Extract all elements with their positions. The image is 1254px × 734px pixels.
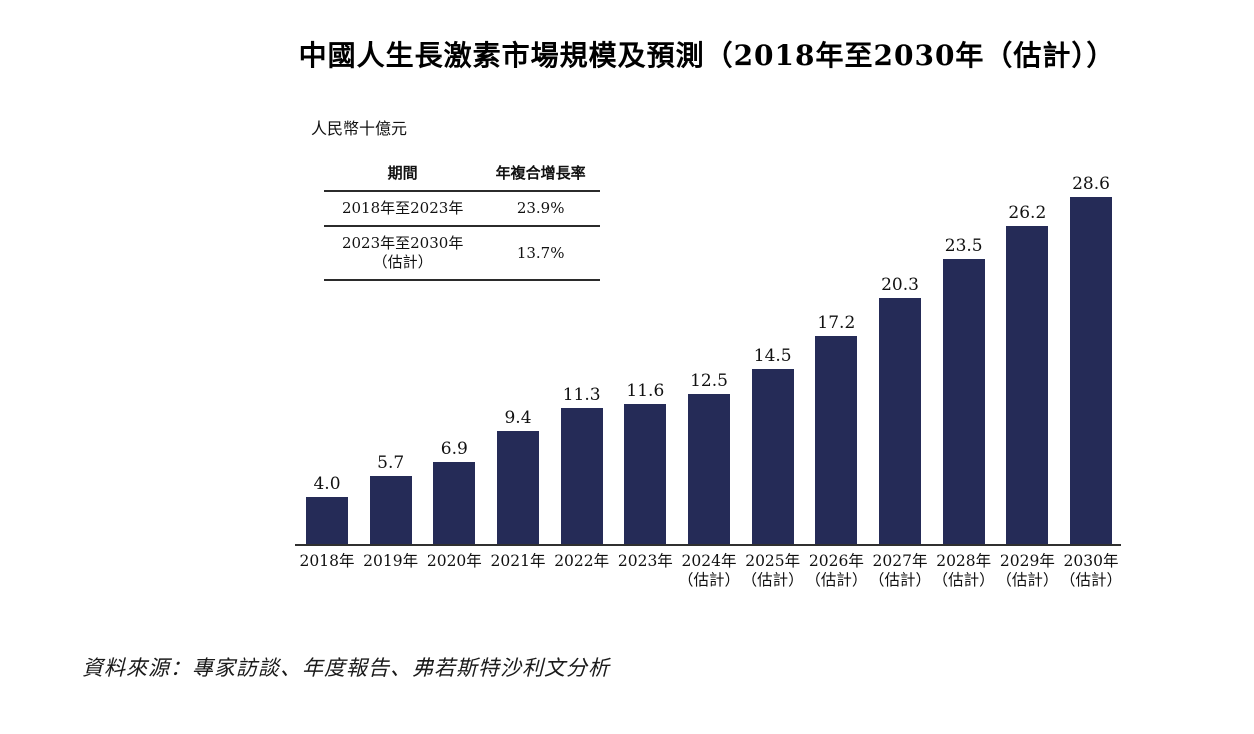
bar xyxy=(1006,226,1049,546)
bar xyxy=(369,476,412,546)
x-axis-tick-label: 2029年 （估計） xyxy=(996,552,1059,589)
cagr-period-cell: 2018年至2023年 xyxy=(341,199,464,217)
bar xyxy=(879,298,922,546)
bar-chart-plot-area: 4.0 5.7 6.9 9.4 11.3 11.6 12.5 14.5 17.2 20.3 23.5… xyxy=(295,174,1121,546)
bar-value-label: 28.6 xyxy=(1072,174,1110,195)
x-axis-tick-label: 2020年 xyxy=(426,552,482,570)
bar-value-label: 17.2 xyxy=(817,313,856,334)
cagr-header-period: 期間 xyxy=(387,164,418,182)
bar-value-label: 23.5 xyxy=(944,236,983,257)
bar-value-label: 26.2 xyxy=(1008,203,1047,224)
bar-value-label: 11.3 xyxy=(562,385,601,406)
cagr-header-rate: 年複合增長率 xyxy=(495,164,586,182)
x-axis-line xyxy=(295,544,1121,546)
bar-value-label: 20.3 xyxy=(881,275,919,296)
bar xyxy=(688,393,731,546)
x-axis-tick-label: 2026年 （估計） xyxy=(805,552,868,589)
cagr-table-rows: 2018年至2023年 23.9% 2023年至2030年 （估計） 13.7% xyxy=(324,190,600,281)
bar-value-label: 9.4 xyxy=(504,408,532,429)
cagr-rate-cell: 13.7% xyxy=(516,243,565,262)
bar-value-label: 6.9 xyxy=(440,438,468,459)
cagr-period-cell: 2023年至2030年 （估計） xyxy=(341,234,464,271)
x-axis-tick-label: 2030年 （估計） xyxy=(1060,552,1123,589)
x-axis-tick-label: 2022年 xyxy=(554,552,610,570)
bar-value-label: 11.6 xyxy=(626,381,665,402)
bar xyxy=(815,336,858,546)
cagr-table-row: 2023年至2030年 （估計） 13.7% xyxy=(324,225,600,279)
bar xyxy=(560,408,603,546)
bar-value-label: 14.5 xyxy=(753,346,792,367)
cagr-table-header: 期間 年複合增長率 xyxy=(324,156,600,190)
bar xyxy=(433,461,476,546)
bar xyxy=(942,259,985,546)
x-axis-tick-label: 2018年 xyxy=(299,552,355,570)
x-axis-tick-label: 2023年 xyxy=(617,552,673,570)
x-axis-tick-label: 2021年 xyxy=(490,552,546,570)
x-axis-tick-label: 2019年 xyxy=(363,552,419,570)
bar-value-label: 4.0 xyxy=(313,474,341,495)
bar xyxy=(624,404,667,546)
bar xyxy=(1070,197,1113,546)
bar xyxy=(306,497,348,546)
cagr-table-row: 2018年至2023年 23.9% xyxy=(324,190,600,225)
cagr-rate-cell: 23.9% xyxy=(516,199,565,217)
cagr-table: 期間 年複合增長率 2018年至2023年 23.9% 2023年至2030年 （估計… xyxy=(324,156,600,281)
x-axis-tick-label: 2025年 （估計） xyxy=(741,552,804,589)
bar xyxy=(751,369,794,546)
bar-value-label: 5.7 xyxy=(377,453,405,474)
y-axis-unit-label: 人民幣十億元 xyxy=(311,119,408,138)
chart-title: 中國人生長激素市場規模及預測（2018年至2030年（估計）） xyxy=(298,39,1116,72)
bar-value-label: 12.5 xyxy=(690,370,728,391)
bar xyxy=(497,431,539,546)
source-note: 資料來源：專家訪談、年度報告、弗若斯特沙利文分析 xyxy=(82,656,610,680)
x-axis-tick-label: 2028年 （估計） xyxy=(932,552,995,589)
x-axis-tick-label: 2024年 （估計） xyxy=(678,552,741,589)
x-axis-tick-label: 2027年 （估計） xyxy=(869,552,932,589)
